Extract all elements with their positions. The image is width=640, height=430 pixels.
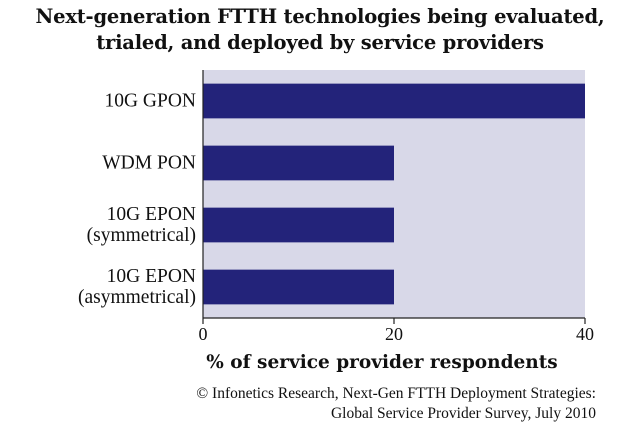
category-label-3-line-1: (asymmetrical) [78,287,196,308]
bar-2 [203,207,394,243]
source-line-2: Global Service Provider Survey, July 201… [330,405,596,422]
x-axis-label: % of service provider respondents [206,352,557,373]
category-label-2-line-0: 10G EPON [107,204,196,225]
source-line-1: © Infonetics Research, Next-Gen FTTH Dep… [196,385,596,402]
x-tick-label-2: 40 [576,324,594,344]
chart-title-line-1: Next-generation FTTH technologies being … [35,5,605,28]
category-label-2-line-1: (symmetrical) [87,225,196,246]
category-label-3-line-0: 10G EPON [107,266,196,287]
category-label-1-line-0: WDM PON [102,153,196,174]
x-tick-label-0: 0 [199,324,208,344]
x-tick-label-1: 20 [385,324,403,344]
category-label-0-line-0: 10G GPON [104,91,196,112]
source-note: © Infonetics Research, Next-Gen FTTH Dep… [196,384,596,424]
chart-title: Next-generation FTTH technologies being … [0,4,640,56]
bar-0 [203,83,585,119]
bar-1 [203,145,394,181]
bar-3 [203,269,394,305]
chart-title-line-2: trialed, and deployed by service provide… [96,31,544,54]
